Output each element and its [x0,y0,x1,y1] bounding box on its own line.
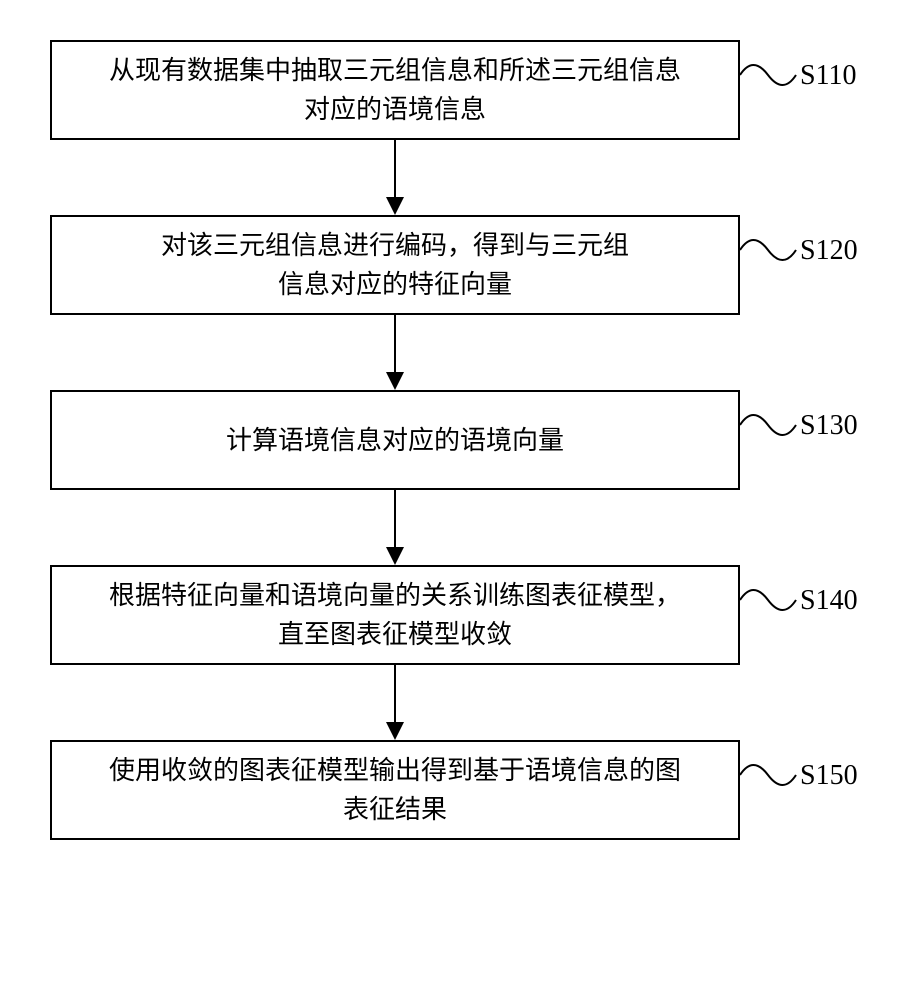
arrow-2-3 [109,315,799,388]
arrow-1-2 [109,140,799,213]
step-text: 计算语境信息对应的语境向量 [226,421,564,460]
label-connector [738,575,798,625]
step-label: S110 [800,60,857,92]
step-s110: 从现有数据集中抽取三元组信息和所述三元组信息 对应的语境信息 S110 [50,40,740,140]
label-connector [738,400,798,450]
label-connector [738,750,798,800]
step-box: 对该三元组信息进行编码，得到与三元组 信息对应的特征向量 [50,215,740,315]
step-text: 使用收敛的图表征模型输出得到基于语境信息的图 表征结果 [109,751,681,829]
step-label: S140 [800,585,858,617]
step-box: 使用收敛的图表征模型输出得到基于语境信息的图 表征结果 [50,740,740,840]
step-box: 从现有数据集中抽取三元组信息和所述三元组信息 对应的语境信息 [50,40,740,140]
step-label: S120 [800,235,858,267]
step-s150: 使用收敛的图表征模型输出得到基于语境信息的图 表征结果 S150 [50,740,740,840]
label-connector [738,50,798,100]
step-text: 根据特征向量和语境向量的关系训练图表征模型， 直至图表征模型收敛 [109,576,681,654]
step-box: 根据特征向量和语境向量的关系训练图表征模型， 直至图表征模型收敛 [50,565,740,665]
step-text: 从现有数据集中抽取三元组信息和所述三元组信息 对应的语境信息 [109,51,681,129]
arrow-3-4 [109,490,799,563]
step-s140: 根据特征向量和语境向量的关系训练图表征模型， 直至图表征模型收敛 S140 [50,565,740,665]
step-label: S150 [800,760,858,792]
step-label: S130 [800,410,858,442]
step-s120: 对该三元组信息进行编码，得到与三元组 信息对应的特征向量 S120 [50,215,740,315]
step-box: 计算语境信息对应的语境向量 [50,390,740,490]
step-s130: 计算语境信息对应的语境向量 S130 [50,390,740,490]
label-connector [738,225,798,275]
arrow-4-5 [109,665,799,738]
step-text: 对该三元组信息进行编码，得到与三元组 信息对应的特征向量 [161,226,629,304]
